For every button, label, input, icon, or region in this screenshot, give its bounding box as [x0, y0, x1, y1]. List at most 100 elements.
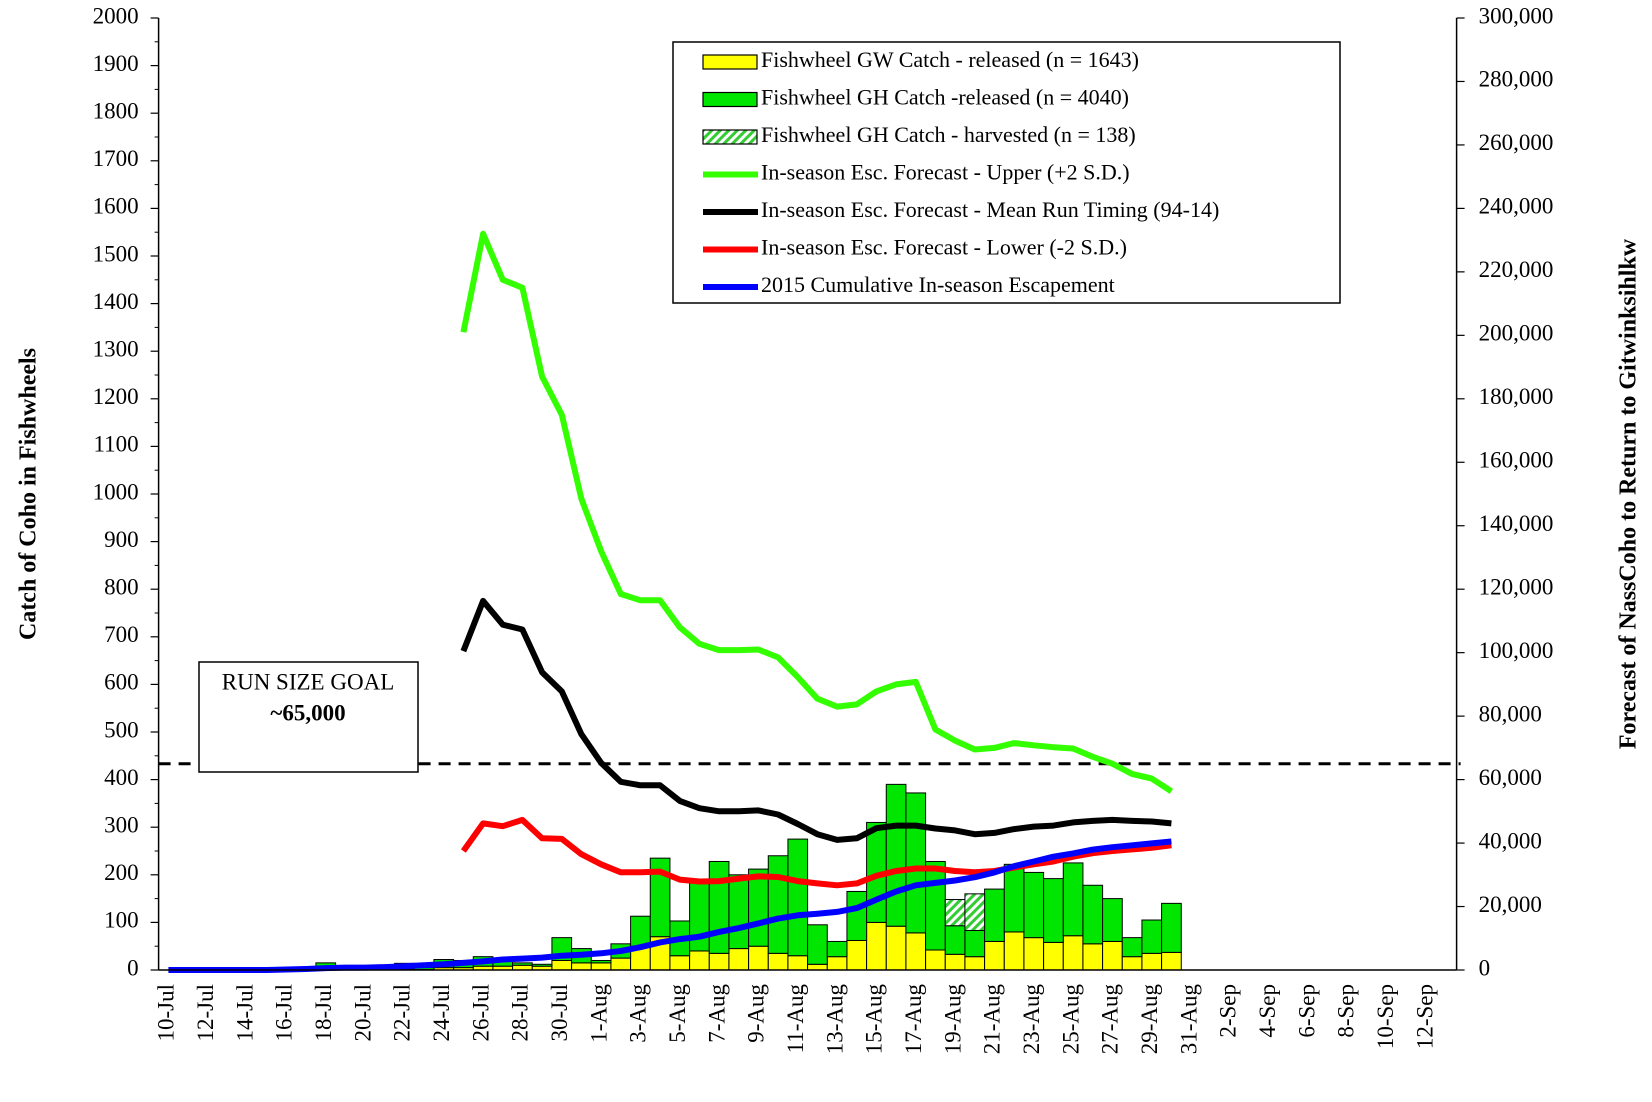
x-tick-label: 14-Jul: [232, 984, 257, 1042]
x-tick-label: 31-Aug: [1176, 984, 1201, 1055]
bar: [846, 890, 868, 941]
y-tick-label: 300: [104, 812, 139, 837]
bar: [1082, 943, 1104, 971]
bar: [630, 915, 651, 947]
y2-axis-label: Forecast of NassCoho to Return to Gitwin…: [1616, 238, 1642, 749]
y-tick-label: 800: [104, 574, 139, 599]
x-tick-label: 7-Aug: [704, 984, 729, 1043]
bar: [649, 857, 671, 938]
bar: [689, 950, 710, 971]
y2-tick-label: 160,000: [1479, 448, 1554, 473]
y2-tick-label: 300,000: [1479, 3, 1554, 28]
legend-label: 2015 Cumulative In-season Escapement: [761, 272, 1115, 297]
bar: [1023, 871, 1045, 939]
y-tick-label: 1700: [93, 146, 139, 171]
y-tick-label: 900: [104, 527, 139, 552]
x-tick-label: 17-Aug: [901, 984, 926, 1055]
x-tick-label: 5-Aug: [665, 984, 690, 1043]
legend-label: Fishwheel GH Catch -released (n = 4040): [761, 85, 1129, 110]
x-tick-label: 15-Aug: [862, 984, 887, 1055]
x-tick-label: 30-Jul: [547, 984, 572, 1042]
bar: [1141, 919, 1163, 954]
x-tick-label: 29-Aug: [1137, 984, 1162, 1055]
bar: [885, 925, 907, 971]
y2-tick-label: 140,000: [1479, 511, 1554, 536]
bar: [1161, 951, 1182, 971]
bar: [1062, 862, 1084, 937]
bar: [1121, 956, 1143, 971]
bar: [708, 952, 730, 971]
bar: [1141, 952, 1163, 971]
x-tick-label: 10-Sep: [1373, 984, 1398, 1049]
x-tick-label: 12-Sep: [1412, 984, 1437, 1049]
bar: [925, 949, 946, 971]
bar: [748, 868, 769, 947]
y-tick-label: 1600: [93, 194, 139, 219]
bar: [885, 783, 907, 927]
annotation-text: RUN SIZE GOAL: [222, 669, 395, 694]
y2-tick-label: 120,000: [1479, 574, 1554, 599]
legend-label: In-season Esc. Forecast - Mean Run Timin…: [761, 197, 1219, 222]
y2-tick-label: 20,000: [1479, 892, 1542, 917]
bar: [1023, 937, 1045, 971]
bar: [964, 956, 986, 971]
bar: [708, 860, 730, 954]
bar: [984, 940, 1005, 971]
bar: [846, 939, 868, 971]
bar: [512, 962, 533, 966]
y2-tick-label: 280,000: [1479, 67, 1554, 92]
legend-swatch: [702, 54, 758, 70]
x-tick-label: 9-Aug: [744, 984, 769, 1043]
y-tick-label: 1000: [93, 479, 139, 504]
line-series: [460, 230, 1174, 794]
y2-tick-label: 180,000: [1479, 384, 1554, 409]
y2-tick-label: 40,000: [1479, 828, 1542, 853]
bar: [767, 952, 789, 971]
x-tick-label: 6-Sep: [1294, 984, 1319, 1038]
bar: [925, 860, 946, 951]
y-tick-label: 1300: [93, 336, 139, 361]
bar: [531, 963, 553, 967]
line-series: [460, 816, 1172, 889]
x-tick-label: 16-Jul: [272, 984, 297, 1042]
x-tick-label: 20-Jul: [350, 984, 375, 1042]
bar: [728, 948, 750, 971]
legend-label: In-season Esc. Forecast - Upper (+2 S.D.…: [761, 160, 1130, 185]
legend-swatch: [702, 91, 758, 108]
x-tick-label: 18-Jul: [311, 984, 336, 1042]
x-tick-label: 25-Aug: [1058, 984, 1083, 1055]
legend-box: [672, 41, 1341, 304]
bar: [944, 953, 966, 971]
y2-tick-label: 100,000: [1479, 638, 1554, 663]
y-tick-label: 200: [104, 860, 139, 885]
x-tick-label: 21-Aug: [980, 984, 1005, 1055]
y-tick-label: 1200: [93, 384, 139, 409]
x-tick-label: 13-Aug: [822, 984, 847, 1055]
y-tick-label: 2000: [93, 3, 139, 28]
bar: [866, 921, 887, 971]
bar: [826, 956, 848, 971]
y-axis-label: Catch of Coho in Fishwheels: [16, 348, 42, 640]
legend-label: Fishwheel GW Catch - released (n = 1643): [761, 47, 1139, 72]
bar: [590, 962, 612, 971]
x-tick-label: 24-Jul: [429, 984, 454, 1042]
y2-tick-label: 260,000: [1479, 130, 1554, 155]
bar: [728, 874, 750, 950]
legend-label: In-season Esc. Forecast - Lower (-2 S.D.…: [761, 235, 1127, 260]
x-tick-label: 27-Aug: [1098, 984, 1123, 1055]
y-tick-label: 1100: [93, 432, 138, 457]
x-tick-label: 8-Sep: [1334, 984, 1359, 1038]
x-tick-label: 4-Sep: [1255, 984, 1280, 1038]
bar: [571, 962, 592, 971]
bar: [1102, 940, 1123, 971]
y2-tick-label: 200,000: [1479, 321, 1554, 346]
y-tick-label: 500: [104, 717, 139, 742]
x-tick-label: 23-Aug: [1019, 984, 1044, 1055]
x-tick-label: 26-Jul: [468, 984, 493, 1042]
y-tick-label: 1900: [93, 51, 139, 76]
x-tick-label: 11-Aug: [783, 984, 808, 1054]
x-tick-label: 12-Jul: [193, 984, 218, 1042]
x-tick-label: 3-Aug: [626, 984, 651, 1043]
